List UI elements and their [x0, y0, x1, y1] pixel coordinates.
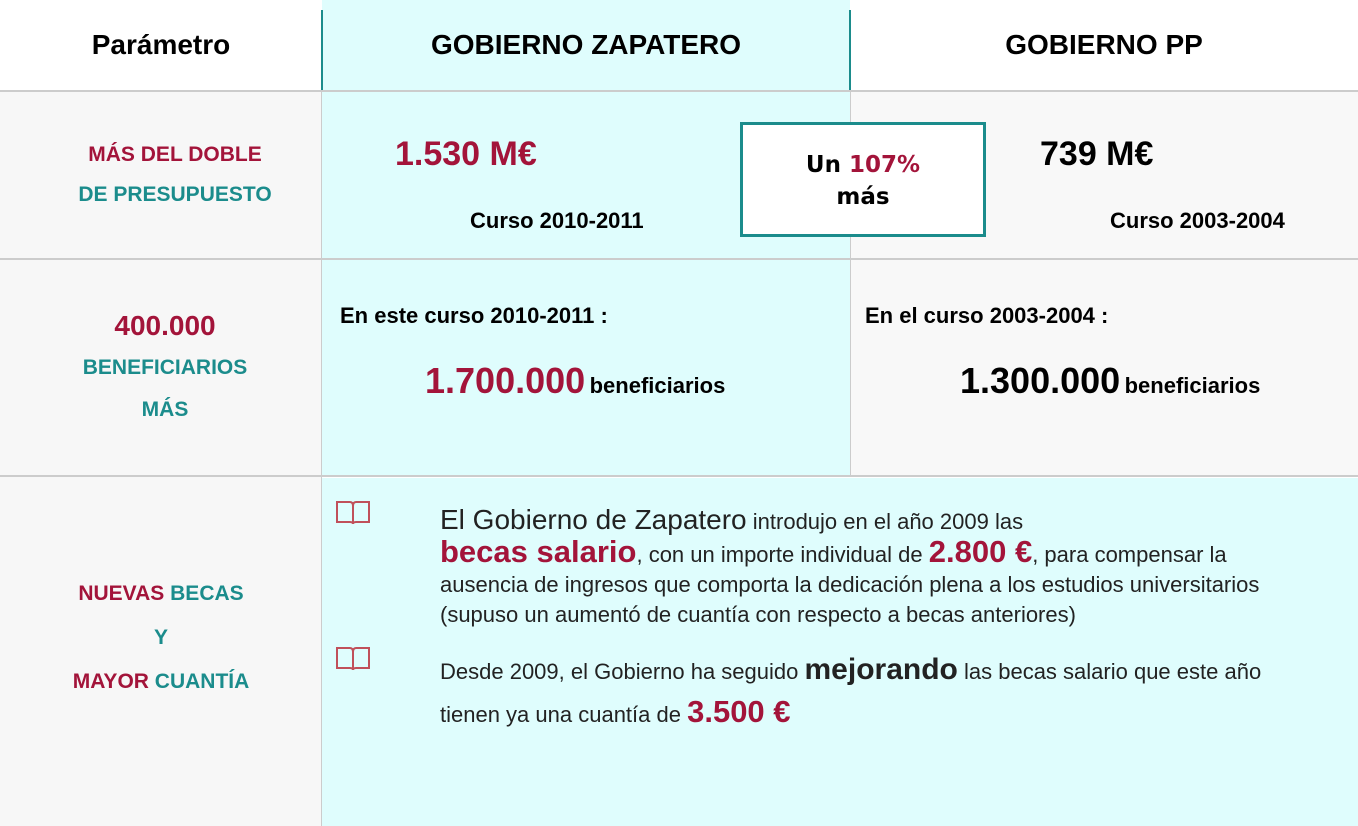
amount: 739 M€: [1040, 135, 1154, 173]
label-line: 400.000: [114, 310, 216, 341]
col-line: [321, 92, 322, 826]
header-bg: [322, 0, 850, 90]
comparison-text: más: [836, 184, 890, 210]
row-line: [0, 475, 1358, 477]
book-icon: [336, 501, 370, 525]
row-label: NUEVAS BECAS Y MAYOR CUANTÍA: [0, 572, 322, 704]
text: las becas salario que este año tienen ya…: [440, 659, 1262, 727]
number: 1.700.000: [425, 360, 586, 401]
header-divider: [849, 10, 851, 90]
row-line: [0, 258, 1358, 260]
text: , para compensar la ausencia de ingresos…: [440, 542, 1260, 627]
paragraph: Desde 2009, el Gobierno ha seguido mejor…: [440, 650, 1310, 735]
number: 1.300.000: [960, 360, 1121, 401]
highlight: mejorando: [804, 653, 958, 686]
label-word: BECAS: [170, 582, 244, 605]
intro: En el curso 2003-2004 :: [865, 303, 1109, 328]
header-divider: [321, 10, 323, 90]
merged-cell-bg: [322, 478, 1358, 826]
header-cell: GOBIERNO ZAPATERO: [430, 29, 742, 60]
label-word: CUANTÍA: [154, 670, 250, 693]
label-line: DE PRESUPUESTO: [78, 183, 272, 206]
label-column-bg: [0, 92, 322, 826]
col-line: [850, 92, 851, 475]
label-line: MÁS DEL DOBLE: [88, 143, 262, 166]
text: introdujo en el año 2009 las: [752, 509, 1024, 534]
unit: beneficiarios: [1124, 373, 1261, 398]
course: Curso 2003-2004: [1110, 208, 1285, 233]
intro: En este curso 2010-2011 :: [340, 303, 608, 328]
text: El Gobierno de Zapatero: [440, 504, 747, 535]
comparison-text: Un: [805, 152, 841, 178]
course: Curso 2010-2011: [470, 208, 644, 233]
row-line: [0, 90, 1358, 92]
amount: 1.530 M€: [395, 135, 537, 173]
book-icon: [336, 647, 370, 671]
row-label: 400.000 BENEFICIARIOS MÁS: [0, 305, 330, 431]
row-label: MÁS DEL DOBLE DE PRESUPUESTO: [0, 135, 350, 215]
comparison-box: Un 107% más: [740, 122, 986, 237]
label-word: Y: [153, 626, 168, 649]
comparison-percent: 107%: [849, 152, 921, 178]
beneficiaries: 1.300.000 beneficiarios: [960, 360, 1260, 402]
label-line: BENEFICIARIOS: [82, 356, 248, 379]
highlight: becas salario: [440, 534, 637, 569]
paragraph: El Gobierno de Zapatero introdujo en el …: [440, 505, 1310, 630]
text: Desde 2009, el Gobierno ha seguido: [440, 659, 799, 684]
highlight: 2.800 €: [928, 534, 1033, 569]
header-cell: GOBIERNO PP: [1005, 29, 1203, 60]
label-line: MÁS: [141, 398, 189, 421]
label-word: NUEVAS: [78, 582, 165, 605]
beneficiaries: 1.700.000 beneficiarios: [425, 360, 725, 402]
unit: beneficiarios: [589, 373, 726, 398]
label-word: MAYOR: [72, 670, 149, 693]
header-cell: Parámetro: [91, 29, 231, 60]
text: , con un importe individual de: [636, 542, 923, 567]
highlight: 3.500 €: [687, 694, 791, 729]
